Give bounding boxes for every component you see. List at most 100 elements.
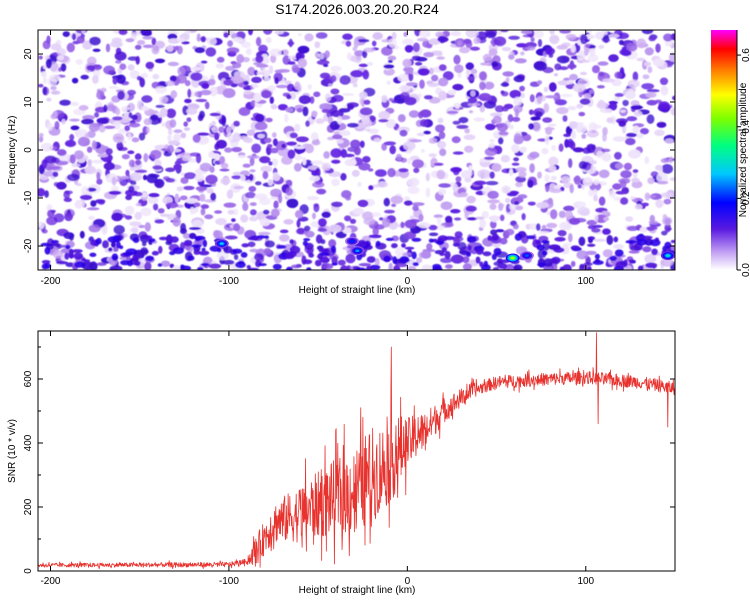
spectrogram-cell [328,224,342,233]
spectrogram-cell [482,251,492,257]
spectrogram-cell [537,171,542,179]
spectrogram-cell [256,235,266,239]
spectrogram-cell [200,89,212,96]
spectrogram-cell [87,56,97,66]
spectrogram-cell [323,64,329,67]
spectrogram-cell [596,85,605,89]
spectrogram-cell [342,33,353,41]
spectrogram-cell [89,36,101,46]
spectrogram-cell [152,165,163,170]
spectrogram-cell [274,69,284,74]
spectrogram-cell [255,113,265,123]
spectrogram-cell [297,58,308,68]
spectrogram-cell [180,177,189,184]
spectrogram-cell [274,77,279,85]
spectrogram-cell [137,100,143,110]
spectrogram-cell [249,169,256,173]
spectrogram-cell [127,89,136,96]
spectrogram-cell [489,139,496,143]
spectrogram-cell [128,159,136,168]
spectrogram-cell [383,64,395,69]
spectrogram-cell [658,101,670,110]
snr-y-axis: 0 200 400 600 [23,346,675,574]
spectrogram-cell [507,114,514,123]
spectrogram-cell [232,208,239,216]
spectrogram-cell [597,61,609,66]
spectrogram-cell [158,236,169,241]
spectrogram-cell [145,255,154,262]
spectrogram-cell [485,181,499,186]
spectrogram-cell [357,239,367,248]
spectrogram-cell [579,263,585,270]
spectrogram-cell [318,249,331,253]
spectrogram-cell [240,252,248,258]
spectrogram-cell [201,247,206,252]
spectrogram-cell [421,250,432,259]
spectrogram-cell [381,39,391,43]
spectrogram-cell [86,146,93,153]
spectrogram-cell [426,243,433,251]
spectrogram-cell [248,30,253,36]
spectrogram-x-axis: -200 -100 0 100 [40,30,595,287]
spectrogram-cell [374,258,380,267]
spectrogram-cell [124,125,130,132]
spectrogram-cell [425,187,431,198]
spectrogram-cell [350,139,361,149]
spectrogram-cell [149,238,156,243]
spectrogram-cell [232,62,242,69]
spectrogram-cell [609,101,618,111]
spectrogram-cell [69,118,80,122]
spectrogram-cell [298,95,311,105]
spectrogram-cell [211,125,219,133]
spectrogram-cell [287,41,295,46]
spectrogram-cell [337,259,346,266]
spectrogram-cell [185,198,199,204]
x-tick-label: 0 [405,576,411,587]
spectrogram-cell [475,31,488,40]
spectrogram-cell [501,185,512,194]
spectrogram-cell [583,93,592,100]
spectrogram-cell [115,60,122,64]
spectrogram-cell [151,37,157,46]
spectrogram-cell [651,248,658,256]
spectrogram-cell [398,168,409,173]
spectrogram-cell [438,131,446,140]
spectrogram-cell [76,35,85,44]
spectrogram-cell [226,132,233,141]
spectrogram-cell [125,38,135,43]
spectrogram-cell [186,107,198,115]
spectrogram-cell [130,180,137,186]
spectrogram-cell [625,90,636,100]
spectrogram-cell [112,133,125,144]
spectrogram-cell [345,253,356,264]
spectrogram-cell [568,233,573,243]
spectrogram-cell [407,177,420,187]
spectrogram-cell [92,159,103,164]
spectrogram-cell [562,115,568,122]
spectrogram-cell [465,205,477,212]
spectrogram-cell [258,44,268,54]
spectrogram-cell [165,240,173,246]
spectrogram-cell [345,195,351,201]
spectrogram-cell [127,132,132,141]
spectrogram-cell [592,260,604,265]
spectrogram-cell [238,260,245,265]
spectrogram-cell [88,122,100,132]
spectrogram-cell [128,122,141,128]
spectrogram-cell [454,64,464,73]
spectrogram-cell [236,54,245,64]
spectrogram-cell [352,207,365,215]
spectrogram-cell [546,222,558,229]
spectrogram-cell [428,153,437,158]
spectrogram-cell [165,167,176,173]
spectrogram-cell [180,132,187,139]
spectrogram-cell [243,80,249,86]
spectrogram-cell [642,246,652,253]
spectrogram-cell [121,154,130,160]
spectrogram-cell [46,97,52,102]
spectrogram-cell [318,218,327,227]
spectrogram-cell [284,80,292,85]
spectrogram-cell [169,75,177,82]
spectrogram-cell [513,96,523,107]
